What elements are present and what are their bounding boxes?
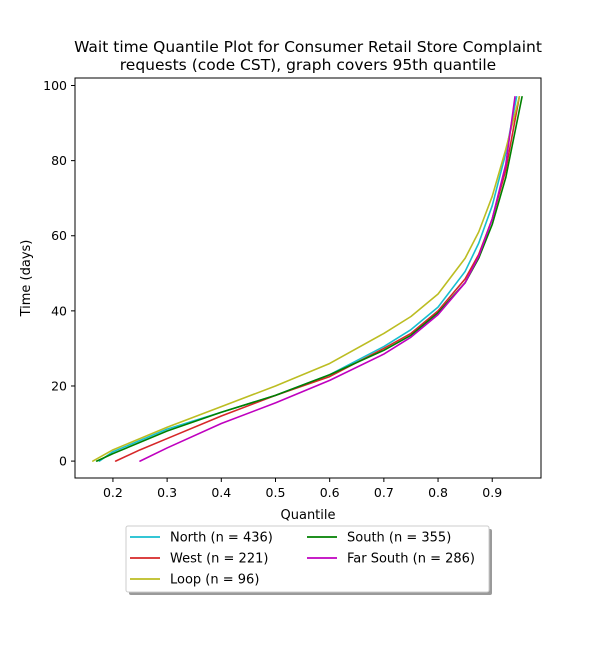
x-tick-label: 0.5 (266, 485, 286, 500)
chart-title-line-2: requests (code CST), graph covers 95th q… (120, 56, 496, 74)
legend-items: North (n = 436) West (n = 221) Loop (n = 9… (130, 531, 475, 588)
series-line-4 (139, 95, 516, 462)
x-tick-label: 0.9 (482, 485, 502, 500)
y-axis: 0 20 40 60 80 100 (43, 78, 75, 469)
series-line-3 (95, 95, 523, 462)
legend-box (125, 525, 490, 593)
x-tick-label: 0.4 (211, 485, 231, 500)
y-tick-label: 0 (59, 454, 67, 469)
y-tick-label: 40 (51, 303, 67, 318)
legend: North (n = 436) West (n = 221) Loop (n = 9… (125, 525, 492, 595)
series-layer (92, 95, 523, 462)
y-tick-label: 20 (51, 378, 67, 393)
x-tick-label: 0.3 (157, 485, 177, 500)
x-axis-label: Quantile (281, 508, 336, 523)
x-tick-label: 0.8 (428, 485, 448, 500)
x-axis: 0.2 0.3 0.4 0.5 0.6 0.7 0.8 0.9 (103, 478, 502, 500)
plot-area-frame (74, 77, 542, 479)
legend-label: West (n = 221) (170, 552, 268, 567)
legend-label: South (n = 355) (347, 531, 451, 546)
series-line-2 (92, 95, 521, 462)
series-line-0 (98, 95, 518, 462)
legend-label: North (n = 436) (170, 531, 273, 546)
y-tick-label: 60 (51, 228, 67, 243)
x-tick-label: 0.7 (374, 485, 394, 500)
y-tick-label: 80 (51, 153, 67, 168)
y-tick-label: 100 (43, 78, 67, 93)
legend-label: Far South (n = 286) (347, 552, 475, 567)
y-axis-label: Time (days) (19, 240, 34, 318)
chart-title-line-1: Wait time Quantile Plot for Consumer Ret… (74, 38, 542, 56)
x-tick-label: 0.2 (103, 485, 123, 500)
legend-label: Loop (n = 96) (170, 573, 259, 588)
x-tick-label: 0.6 (320, 485, 340, 500)
